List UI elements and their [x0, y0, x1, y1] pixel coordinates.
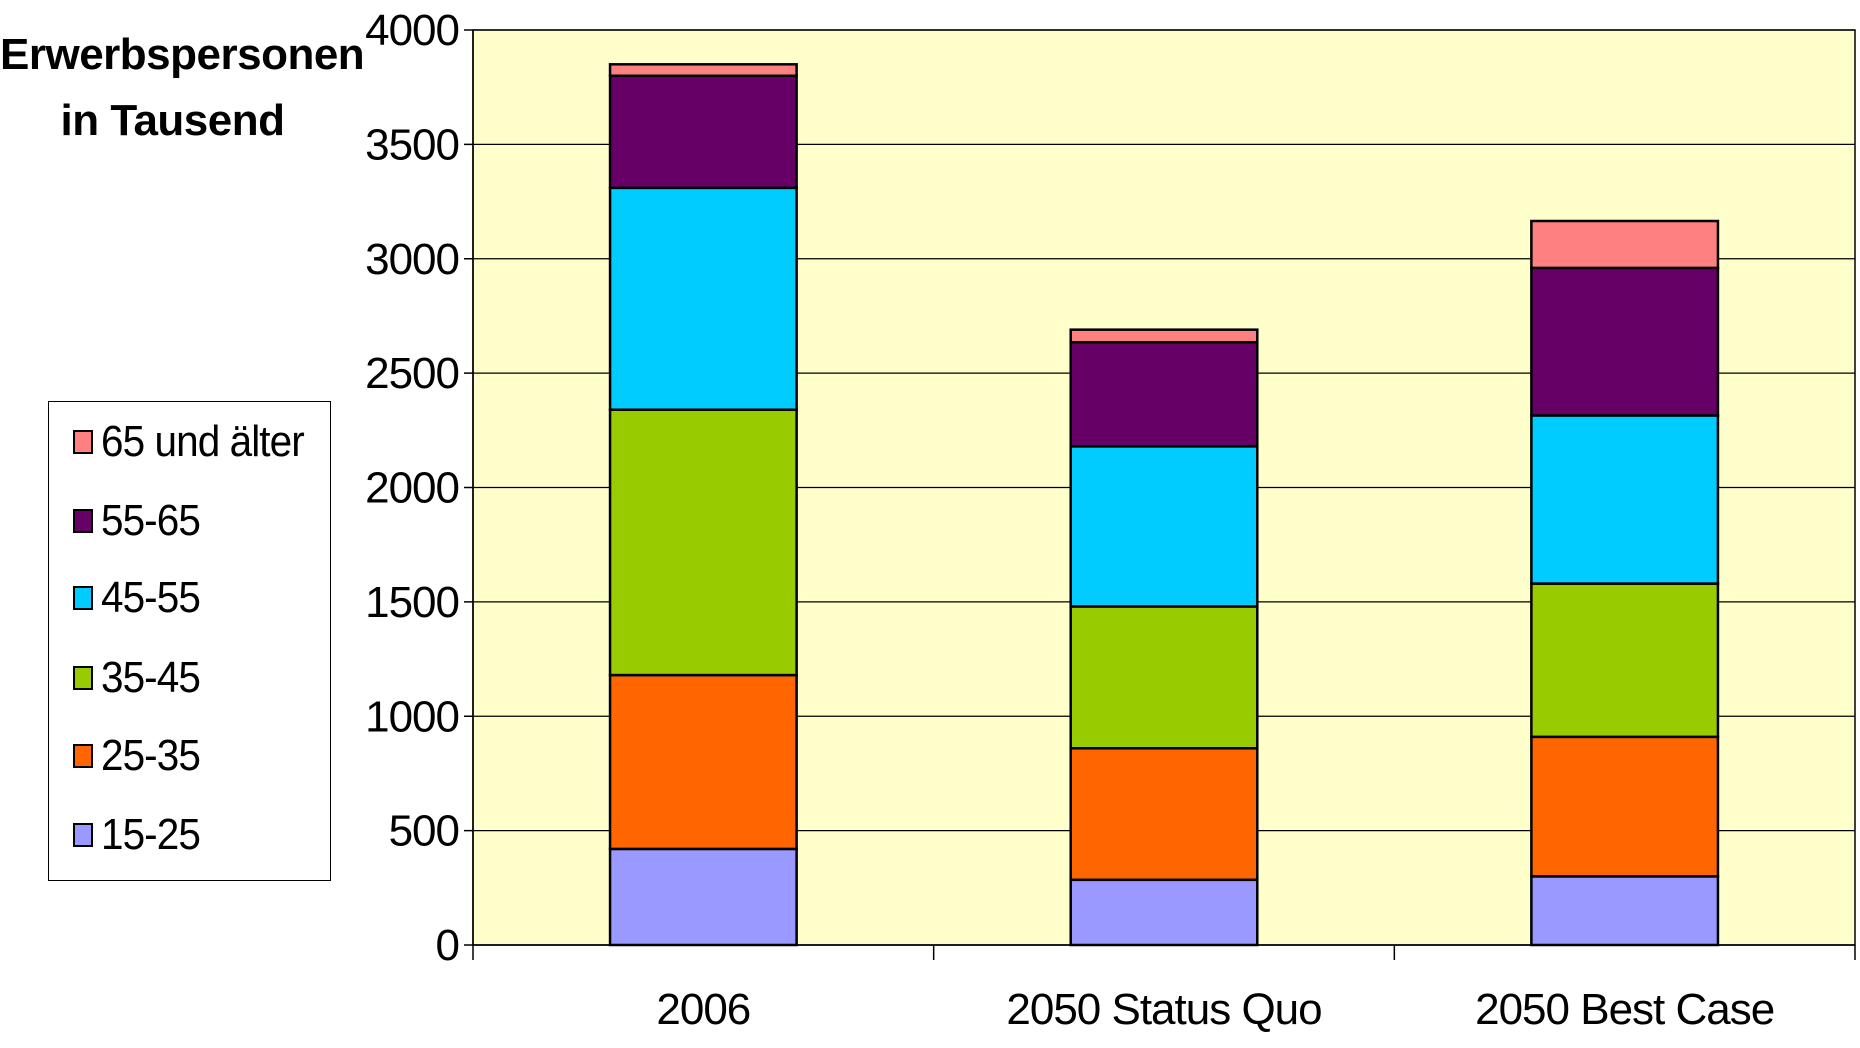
y-tick-label: 1500 [365, 578, 459, 627]
bar-segment-35-45 [1069, 605, 1259, 750]
y-tick-label: 0 [436, 921, 459, 970]
y-tick-label: 2500 [365, 349, 459, 398]
bar-segment-45-55 [1530, 414, 1720, 585]
legend-swatch-65-und-aelter [73, 430, 93, 454]
y-axis-title-line-1: Erwerbspersonen [0, 30, 365, 79]
x-tick-label: 2006 [656, 985, 750, 1034]
bar-segment-45-55 [608, 186, 798, 411]
y-tick-label: 2000 [365, 464, 459, 513]
bar-segment-65-und-aelter [1069, 328, 1259, 344]
bar-segment-35-45 [608, 408, 798, 677]
legend-swatch-45-55 [73, 586, 93, 610]
legend-label-25-35: 25-35 [101, 731, 201, 780]
legend-swatch-55-65 [73, 509, 93, 533]
x-tick-label: 2050 Status Quo [1006, 985, 1321, 1034]
legend: 65 und älter 55-65 45-55 35-45 25-35 15-… [48, 401, 331, 881]
bar-segment-25-35 [608, 673, 798, 851]
bar-segment-15-25 [608, 847, 798, 947]
bar-segment-15-25 [1530, 875, 1720, 947]
legend-item-15-25: 15-25 [73, 810, 209, 859]
legend-label-35-45: 35-45 [101, 653, 201, 702]
x-tick-label: 2050 Best Case [1475, 985, 1774, 1034]
y-tick-label: 500 [389, 807, 459, 856]
legend-label-65-und-aelter: 65 und älter [101, 417, 305, 466]
y-axis-title-line-2: in Tausend [60, 96, 285, 145]
y-tick-label: 1000 [365, 692, 459, 741]
bar-segment-25-35 [1069, 747, 1259, 882]
bar-segment-55-65 [608, 74, 798, 190]
legend-label-55-65: 55-65 [101, 496, 201, 545]
bar-segment-35-45 [1530, 582, 1720, 739]
legend-swatch-35-45 [73, 666, 93, 690]
legend-item-25-35: 25-35 [73, 731, 209, 780]
y-axis-title: Erwerbspersonen in Tausend [0, 22, 365, 154]
legend-swatch-15-25 [73, 823, 93, 847]
legend-swatch-25-35 [73, 744, 93, 768]
bar-segment-55-65 [1069, 340, 1259, 448]
legend-item-45-55: 45-55 [73, 573, 209, 622]
bar-segment-15-25 [1069, 878, 1259, 947]
legend-item-55-65: 55-65 [73, 496, 209, 545]
bar-segment-65-und-aelter [1530, 219, 1720, 270]
y-tick-label: 3000 [365, 235, 459, 284]
bar-segment-25-35 [1530, 735, 1720, 878]
legend-label-15-25: 15-25 [101, 810, 201, 859]
y-tick-label: 4000 [365, 6, 459, 55]
legend-label-45-55: 45-55 [101, 573, 201, 622]
bar-segment-45-55 [1069, 445, 1259, 608]
legend-item-65-und-aelter: 65 und älter [73, 417, 321, 466]
legend-item-35-45: 35-45 [73, 653, 209, 702]
bar-segment-55-65 [1530, 266, 1720, 417]
y-tick-label: 3500 [365, 120, 459, 169]
bar-segment-65-und-aelter [608, 63, 798, 77]
